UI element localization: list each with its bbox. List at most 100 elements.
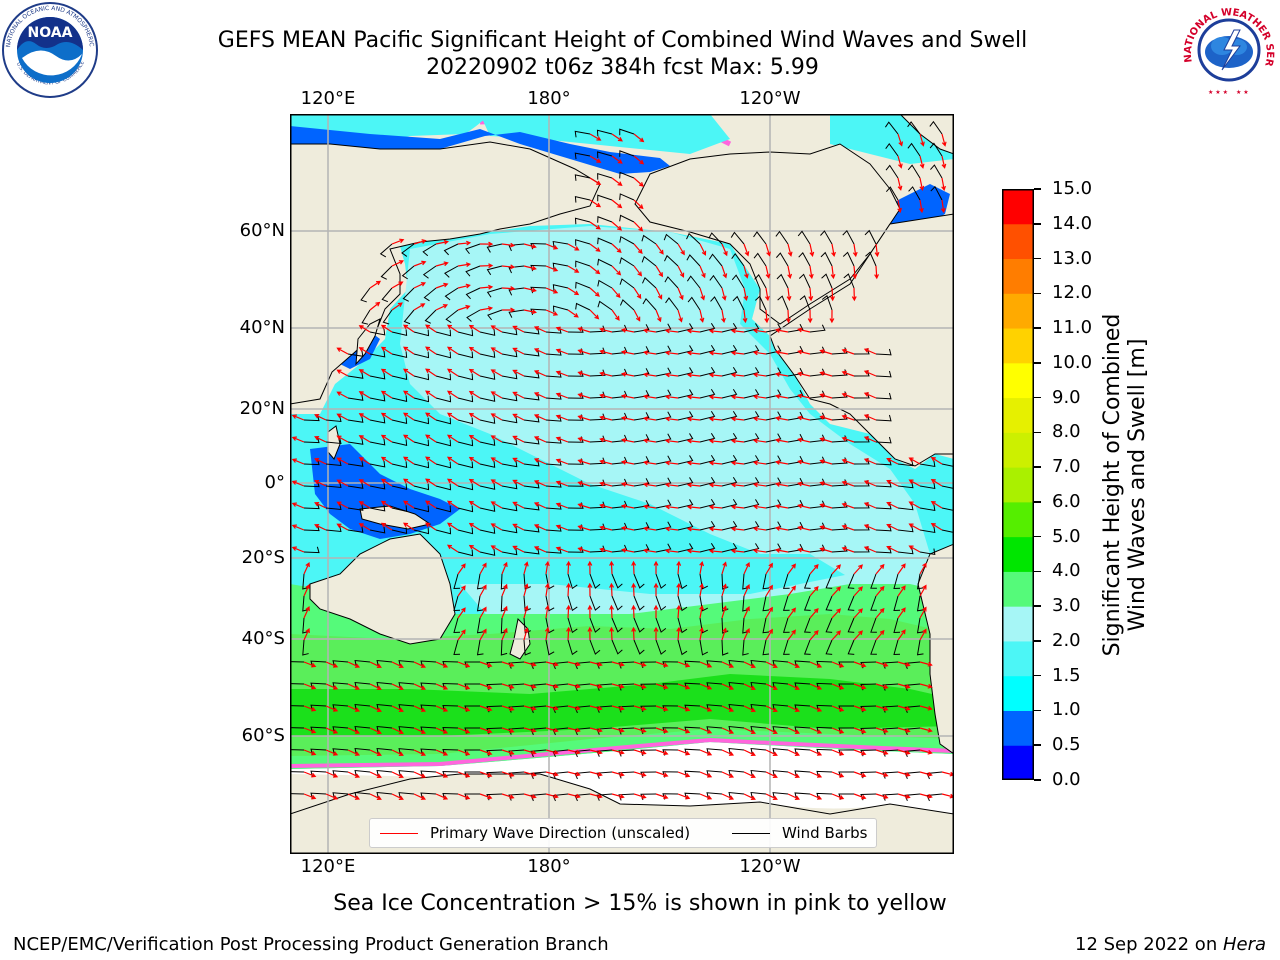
wave-direction-arrow	[490, 501, 503, 509]
wave-direction-arrow	[369, 280, 382, 289]
wind-barb	[453, 639, 461, 655]
wave-direction-arrow	[655, 683, 669, 690]
wind-barb	[742, 617, 749, 634]
colorbar-tick-label: 6.0	[1052, 490, 1081, 512]
wind-barb	[381, 287, 393, 303]
wind-barb	[633, 434, 650, 443]
wave-direction-arrow	[403, 500, 415, 509]
wave-direction-arrow	[457, 629, 466, 641]
wave-direction-arrow	[303, 727, 317, 734]
wind-barb	[798, 273, 811, 289]
wave-direction-arrow	[831, 749, 845, 756]
wave-direction-arrow	[479, 606, 487, 619]
wind-barb	[907, 164, 921, 179]
wave-direction-arrow	[425, 434, 437, 443]
wave-direction-arrow	[577, 393, 591, 399]
wave-direction-arrow	[611, 683, 625, 689]
wave-direction-arrow	[831, 243, 836, 258]
wave-direction-arrow	[555, 502, 569, 509]
wind-barb	[597, 258, 613, 267]
wave-direction-arrow	[425, 412, 437, 421]
wave-direction-arrow	[752, 372, 767, 378]
lon-label-bottom-180: 180°	[527, 856, 571, 877]
wind-barb	[332, 770, 349, 777]
wind-barb	[501, 394, 518, 402]
wave-direction-arrow	[875, 793, 889, 800]
wind-barb	[870, 617, 877, 633]
wind-barb	[445, 309, 459, 324]
wave-direction-arrow	[589, 749, 603, 755]
map-subtitle: 20220902 t06z 384h fcst Max: 5.99	[426, 55, 819, 80]
colorbar-tick-mark	[1034, 709, 1041, 712]
wind-barb	[589, 523, 606, 531]
wave-direction-arrow	[435, 771, 449, 778]
wave-direction-arrow	[919, 155, 925, 169]
wind-barb	[750, 659, 767, 667]
wind-barb	[633, 573, 645, 589]
wind-barb	[803, 595, 811, 611]
wave-direction-arrow	[765, 562, 773, 575]
colorbar-tick-label: 12.0	[1052, 282, 1093, 304]
wave-direction-arrow	[380, 368, 393, 377]
legend-item-wind-barbs: Wind Barbs	[732, 824, 867, 842]
wave-direction-arrow	[875, 749, 889, 756]
wind-barb	[596, 705, 613, 713]
wave-direction-arrow	[303, 705, 317, 712]
colorbar-segment	[1002, 258, 1034, 294]
wave-direction-arrow	[831, 586, 842, 597]
wave-direction-arrow	[676, 626, 682, 641]
wave-direction-arrow	[501, 727, 515, 734]
wave-direction-arrow	[479, 306, 494, 311]
colorbar-tick-label: 1.0	[1052, 699, 1081, 721]
wave-direction-arrow	[589, 683, 603, 689]
wind-barb	[354, 725, 371, 733]
wind-barb	[361, 309, 371, 325]
wind-barb	[885, 186, 899, 201]
wind-barb	[904, 661, 921, 670]
wind-barb	[479, 395, 496, 402]
noaa-logo: NATIONAL OCEANIC AND ATMOSPHERIC ADMINIS…	[0, 0, 98, 98]
wave-direction-arrow	[435, 282, 449, 289]
wind-barb	[762, 595, 770, 612]
wind-barb	[655, 543, 672, 553]
wind-barb	[916, 573, 924, 590]
wave-direction-arrow	[708, 548, 723, 554]
wave-direction-arrow	[853, 564, 863, 575]
wave-direction-arrow	[655, 705, 669, 712]
host-name: Hera	[1222, 934, 1266, 955]
wind-barb	[941, 463, 954, 468]
wave-direction-arrow	[764, 309, 770, 324]
wave-direction-arrow	[664, 416, 679, 422]
wave-direction-arrow	[413, 239, 427, 245]
wind-barb	[380, 265, 393, 280]
wave-direction-arrow	[479, 562, 487, 575]
wave-direction-arrow	[589, 243, 601, 252]
wave-direction-arrow	[787, 683, 800, 690]
wind-barb	[597, 300, 613, 311]
wave-direction-arrow	[765, 584, 773, 597]
wave-direction-arrow	[875, 705, 889, 712]
wind-barb	[875, 392, 892, 400]
wind-barb	[457, 461, 474, 469]
wave-direction-arrow	[774, 438, 789, 443]
wind-barb	[753, 252, 767, 267]
colorbar-segment	[1002, 293, 1034, 329]
wave-direction-arrow	[819, 349, 833, 355]
wave-direction-arrow	[797, 371, 811, 377]
wind-barb	[782, 595, 790, 611]
wave-direction-arrow	[501, 705, 515, 712]
wave-direction-arrow	[642, 526, 657, 532]
wave-direction-arrow	[664, 460, 679, 466]
wind-barb	[709, 274, 723, 289]
lon-label-bottom-120e: 120°E	[300, 856, 356, 877]
wind-barb	[870, 573, 877, 589]
wind-barb	[655, 595, 667, 611]
wind-barb	[552, 240, 569, 248]
wind-barb	[501, 526, 518, 534]
wind-barb	[391, 329, 408, 337]
wave-direction-arrow	[809, 563, 819, 575]
wind-barb	[699, 388, 716, 399]
wave-direction-arrow	[457, 727, 471, 734]
wave-direction-arrow	[787, 705, 800, 712]
wave-direction-arrow	[425, 500, 437, 509]
